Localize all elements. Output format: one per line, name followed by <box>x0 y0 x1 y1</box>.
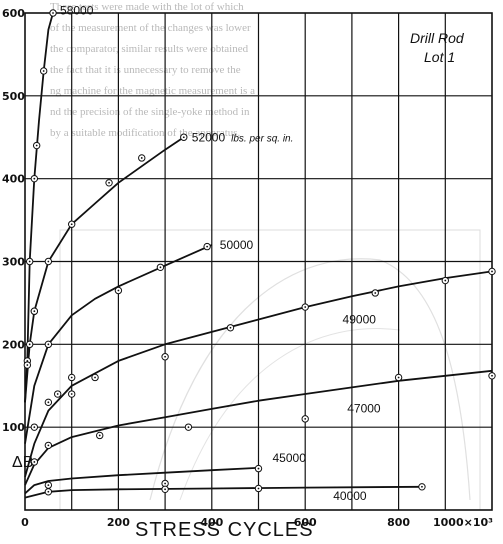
data-point-center <box>374 292 377 294</box>
x-tick-label: 800 <box>387 516 410 529</box>
data-point-center <box>26 360 29 362</box>
data-point-center <box>164 488 167 491</box>
x-tick-label: 400 <box>200 516 223 529</box>
data-point-center <box>47 490 50 493</box>
data-point-center <box>26 364 29 366</box>
data-point-center <box>182 136 185 139</box>
background-text: These tests were made with the lot of wh… <box>50 1 255 139</box>
data-point-center <box>94 376 96 379</box>
data-point-center <box>159 266 162 269</box>
data-point-center <box>187 426 190 429</box>
tick-labels: 100 200 300 400 500 600 0 200 400 600 800 1000×10³ <box>2 7 493 529</box>
data-point-center <box>117 289 120 292</box>
series-label: 52000 lbs. per sq. in. <box>192 130 294 144</box>
data-point-center <box>70 223 73 226</box>
data-point-center <box>47 260 50 263</box>
y-tick-label: 500 <box>2 90 25 103</box>
data-point-center <box>444 279 447 282</box>
data-point-center <box>70 393 73 395</box>
series-label: 47000 <box>347 401 381 415</box>
markers <box>23 9 496 496</box>
series-label-unit: lbs. per sq. in. <box>231 133 293 144</box>
series-line <box>24 136 185 403</box>
x-tick-label: 200 <box>107 516 130 529</box>
x-tick-label: 0 <box>21 516 29 529</box>
data-point-center <box>33 177 36 180</box>
data-point-center <box>304 417 307 420</box>
data-point-center <box>164 482 167 485</box>
data-point-center <box>56 393 59 395</box>
y-tick-label: 100 <box>2 421 25 434</box>
chart-subtitle: Lot 1 <box>424 49 455 65</box>
background-text-line: the fact that it is unnecessary to remov… <box>50 64 241 76</box>
data-point-center <box>257 467 260 470</box>
data-point-center <box>35 144 38 147</box>
data-point-center <box>491 270 493 273</box>
data-point-center <box>28 343 31 346</box>
curve-labels: 58000 52000 lbs. per sq. in. 50000 49000 4700… <box>60 4 381 503</box>
data-point-center <box>47 484 50 487</box>
background-text-line: These tests were made with the lot of wh… <box>50 1 244 13</box>
y-tick-label: 200 <box>2 338 25 351</box>
data-point-center <box>229 326 232 329</box>
background-text-line: by a suitable modification of the appara… <box>50 127 241 139</box>
data-point-center <box>397 376 400 379</box>
series-label: 49000 <box>343 313 377 327</box>
data-point-center <box>42 70 45 72</box>
data-point-center <box>47 444 50 447</box>
data-point-center <box>421 485 423 488</box>
series-line <box>24 270 493 478</box>
data-point-center <box>70 376 73 379</box>
faint-curve <box>179 328 401 501</box>
data-point-center <box>33 461 36 463</box>
y-tick-label: 600 <box>2 7 25 20</box>
data-point-center <box>491 374 493 377</box>
data-point-center <box>28 260 31 263</box>
faint-frame <box>59 229 481 511</box>
data-point-center <box>108 181 110 184</box>
faint-curve <box>149 258 471 501</box>
data-point-center <box>47 343 50 346</box>
grid <box>24 12 493 511</box>
x-axis-label: STRESS CYCLES <box>135 519 314 541</box>
background-text-line: nd the precision of the single-yoke meth… <box>50 106 250 118</box>
x-tick-label-end: 1000×10³ <box>433 516 493 529</box>
data-point-center <box>52 12 54 14</box>
y-axis-label: ΔB <box>12 454 33 471</box>
data-point-center <box>33 426 36 429</box>
series-line <box>24 466 259 495</box>
y-tick-label: 400 <box>2 173 25 186</box>
data-point-center <box>47 401 50 404</box>
data-point-center <box>164 355 167 358</box>
y-tick-label: 300 <box>2 256 25 269</box>
series-label: 45000 <box>273 451 307 465</box>
faint-underlay <box>59 229 481 511</box>
x-tick-label: 600 <box>294 516 317 529</box>
data-point-center <box>33 310 36 313</box>
background-text-line: the comparator, similar results were obt… <box>50 43 249 55</box>
data-point-center <box>257 487 260 490</box>
series-label: 58000 <box>60 4 94 18</box>
chart-title: Drill Rod <box>410 30 465 46</box>
data-point-center <box>140 157 143 159</box>
series-label: 40000 <box>333 489 367 503</box>
data-point-center <box>98 434 101 437</box>
data-point-center <box>206 245 209 248</box>
background-text-line: ng machine for the magnetic measurement … <box>50 85 255 97</box>
series-label: 50000 <box>220 238 254 252</box>
data-point-center <box>304 306 307 308</box>
background-text-line: of the measurement of the changes was lo… <box>50 22 251 34</box>
